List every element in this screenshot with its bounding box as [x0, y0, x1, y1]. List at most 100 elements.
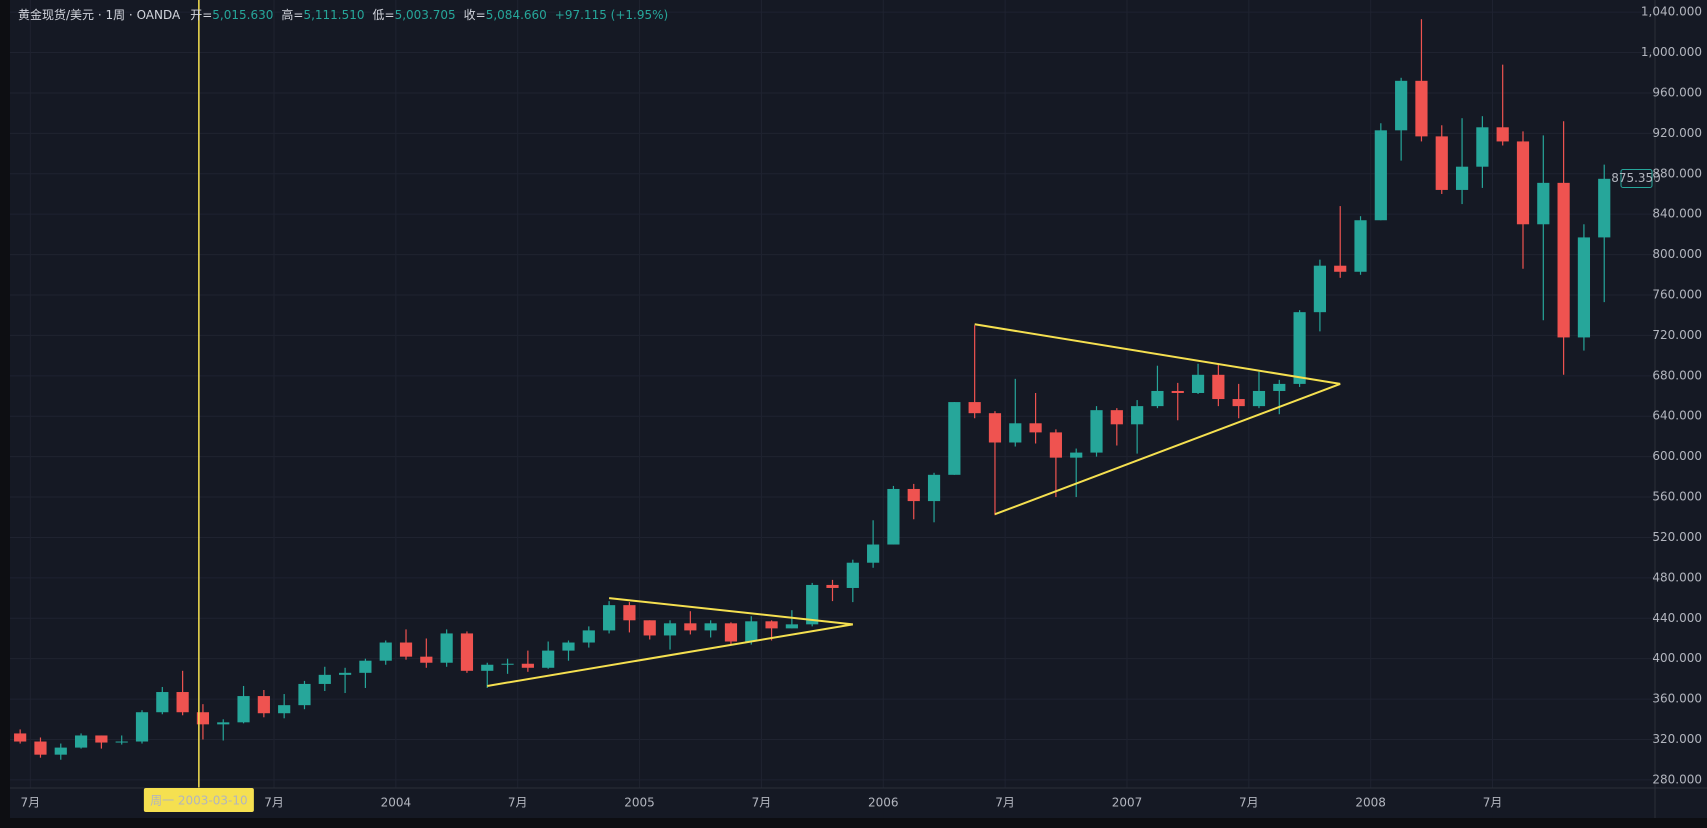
candle-body [542, 650, 555, 668]
candle-body [14, 733, 27, 742]
candle-body [379, 642, 392, 661]
candle-body [1415, 80, 1428, 137]
candle-body [1171, 390, 1184, 393]
candle-body [988, 413, 1002, 443]
trendline [487, 623, 853, 687]
candle-body [481, 664, 494, 671]
candle-body [846, 562, 859, 588]
candle-body [1293, 312, 1306, 384]
y-tick-label: 720.000 [1652, 328, 1702, 342]
readout-value: 5,015.630 [212, 8, 273, 22]
candle-body [1232, 399, 1245, 407]
candle-body [135, 712, 149, 742]
readout-label: 高= [281, 7, 303, 22]
candle-body [724, 623, 738, 642]
y-tick-label: 960.000 [1652, 85, 1702, 99]
candle-body [501, 663, 514, 665]
trendline [994, 382, 1341, 516]
y-tick-label: 360.000 [1652, 692, 1702, 706]
x-tick-label: 7月 [264, 796, 284, 810]
candle-body [806, 584, 819, 625]
readout-value: 5,003.705 [395, 8, 456, 22]
chart-background [10, 0, 1707, 818]
candle-body [196, 712, 210, 725]
x-tick-label: 7月 [1483, 796, 1503, 810]
x-tick-label: 2005 [624, 796, 655, 810]
candle-body [1070, 452, 1083, 458]
axes: 280.000 320.000 360.000 400.000 440.000 480.0… [20, 5, 1702, 812]
candle-body [1354, 220, 1367, 272]
x-tick-label: 2007 [1112, 796, 1143, 810]
x-tick-label: 7月 [508, 796, 528, 810]
y-tick-label: 880.000 [1652, 166, 1702, 180]
y-tick-label: 440.000 [1652, 611, 1702, 625]
candle-body [339, 672, 352, 675]
legend-header: 黄金现货/美元 · 1周 · OANDA 开=5,015.630 高=5,111.5… [18, 7, 668, 22]
candle-body [745, 621, 758, 642]
candle-body [74, 735, 88, 748]
x-tick-label: 7月 [995, 796, 1015, 810]
change: +97.115 (+1.95%) [555, 8, 668, 22]
y-tick-label: 600.000 [1652, 449, 1702, 463]
candle-body [623, 605, 636, 621]
candle-body [765, 621, 778, 629]
candle-body [1273, 383, 1286, 391]
candle-body [927, 474, 941, 502]
y-tick-label: 280.000 [1652, 772, 1702, 786]
x-tick-label: 2004 [381, 796, 412, 810]
candle-body [521, 663, 534, 668]
candle-body [1476, 127, 1489, 167]
candle-body [1516, 141, 1530, 225]
y-tick-label: 1,000.000 [1641, 45, 1702, 59]
candle-body [1151, 390, 1164, 407]
candle-body [1537, 182, 1550, 225]
candle-body [1435, 136, 1448, 190]
x-tick-label: 7月 [20, 796, 40, 810]
y-tick-label: 400.000 [1652, 651, 1702, 665]
crosshair-label-box [143, 788, 254, 812]
candle-body [298, 683, 311, 706]
candle-body [1334, 265, 1347, 272]
x-tick-label: 7月 [1239, 796, 1259, 810]
candle-body [1496, 127, 1509, 142]
y-tick-label: 840.000 [1652, 207, 1702, 221]
candle-body [1009, 423, 1022, 443]
readout-value: 5,084.660 [486, 8, 547, 22]
candle-body [1374, 130, 1387, 221]
candle-body [1455, 166, 1469, 190]
trendline [608, 597, 853, 626]
candle-body [643, 620, 656, 636]
candle-body [237, 696, 250, 723]
symbol: 黄金现货/美元 · 1周 · OANDA [18, 7, 181, 22]
candle-body [1029, 423, 1042, 433]
candle-body [1191, 374, 1205, 393]
y-tick-label: 920.000 [1652, 126, 1702, 140]
candle-body [1252, 390, 1266, 407]
candle-body [115, 741, 128, 743]
candle-body [460, 633, 474, 671]
y-tick-label: 680.000 [1652, 368, 1702, 382]
readout-value: 5,111.510 [303, 8, 364, 22]
candle-body [704, 623, 717, 631]
candle-body [684, 623, 697, 631]
candle-body [562, 642, 575, 651]
candle-body [663, 623, 677, 636]
readout-label: 开= [190, 8, 212, 22]
candle-body [826, 584, 839, 588]
candle-body [1212, 374, 1225, 400]
candle-body [217, 722, 230, 725]
x-tick-label: 7月 [752, 796, 772, 810]
candle-body [278, 705, 291, 714]
candle-body [907, 488, 920, 502]
candle-body [582, 630, 595, 643]
candles [14, 19, 1611, 760]
candle-body [420, 656, 433, 663]
y-tick-label: 520.000 [1652, 530, 1702, 544]
y-tick-label: 1,040.000 [1641, 5, 1702, 19]
candle-body [1395, 80, 1408, 131]
candle-body [948, 402, 961, 475]
x-tick-label: 2006 [868, 796, 899, 810]
candle-body [440, 633, 453, 663]
candle-body [1313, 265, 1326, 313]
